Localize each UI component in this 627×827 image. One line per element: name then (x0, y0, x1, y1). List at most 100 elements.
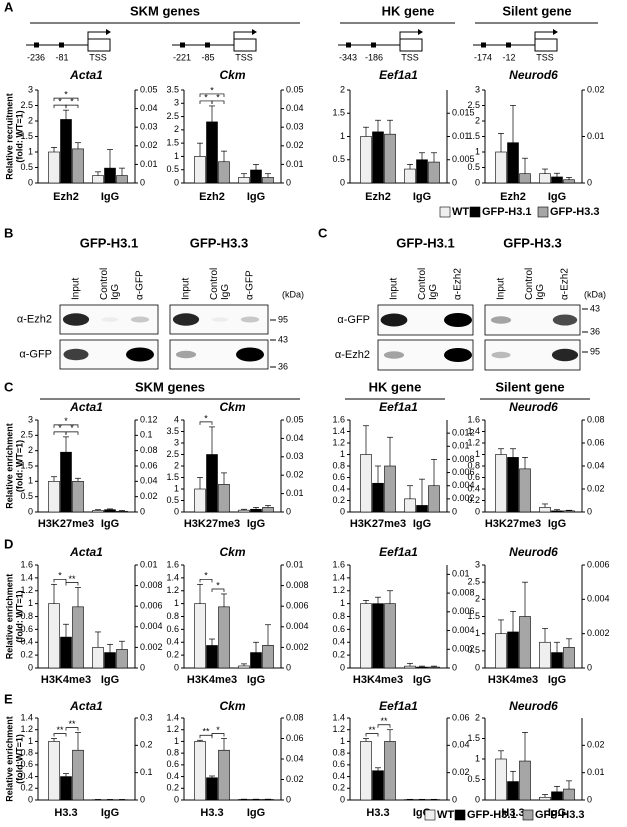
lane-label: Input (496, 278, 507, 300)
lane-label: α-Ezh2 (453, 268, 464, 300)
y-tick-label: 0.5 (20, 491, 33, 501)
bar (372, 603, 384, 669)
y-tick-label: 1.4 (20, 572, 33, 582)
primer-label: -85 (201, 52, 214, 62)
y-tick-label: 1.4 (332, 712, 345, 722)
y-tick-label: 1.2 (332, 585, 345, 595)
y-tick-label: 2 (475, 594, 480, 604)
y-tick-label: 1.4 (332, 572, 345, 582)
y2-tick-label: 0.04 (286, 753, 304, 763)
y2-tick-label: 0 (286, 794, 291, 804)
y-tick-label: 3 (475, 559, 480, 569)
y2-tick-label: 0.02 (587, 483, 605, 493)
y2-tick-label: 0.006 (286, 601, 309, 611)
bar (563, 647, 575, 669)
category-label: IgG (413, 518, 431, 530)
tss-arrow (87, 31, 106, 39)
y2-tick-label: 0.005 (452, 154, 475, 164)
y2-tick-label: 0.01 (452, 569, 470, 579)
significance-label: * (216, 580, 220, 590)
bar (60, 636, 72, 669)
y-tick-label: 1 (174, 598, 179, 608)
antibody-label: α-Ezh2 (17, 313, 52, 325)
lane-label: Control (524, 268, 535, 300)
y2-tick-label: 0 (587, 177, 592, 187)
y-tick-label: 0 (174, 662, 179, 672)
y-tick-label: 0.6 (332, 472, 345, 482)
bar (360, 603, 372, 669)
y-tick-label: 0.5 (20, 162, 33, 172)
tss-arrowhead (553, 29, 558, 35)
legend-swatch (469, 206, 481, 218)
lane-label: α-Ezh2 (560, 268, 571, 300)
lane-label: Control (99, 268, 110, 300)
significance-label: * (216, 725, 220, 735)
y-tick-label: 1 (174, 736, 179, 746)
primer-label: -186 (365, 52, 383, 62)
panel-label: A (4, 0, 14, 14)
bar (250, 508, 262, 513)
y-tick-label: 0 (475, 662, 480, 672)
bar (238, 799, 250, 801)
chart-title: Acta1 (69, 68, 103, 82)
category-label: H3.3 (366, 807, 389, 819)
bar (206, 121, 218, 184)
y-axis-label: Relative enrichment (4, 423, 14, 509)
blot-band (62, 313, 90, 326)
bar (48, 603, 60, 669)
y-tick-label: 1.2 (166, 724, 179, 734)
y2-tick-label: 0.004 (452, 480, 475, 490)
marker-unit: (kDa) (584, 289, 606, 299)
primer-label: -81 (55, 52, 68, 62)
bar (262, 645, 274, 669)
significance-label: * (58, 423, 62, 433)
significance-bracket (65, 582, 79, 586)
y2-tick-label: 0.05 (140, 84, 158, 94)
y-tick-label: 1.5 (332, 108, 345, 118)
blot-band (551, 348, 579, 362)
category-label: IgG (101, 518, 119, 530)
y2-tick-label: 0.002 (140, 642, 163, 652)
y-tick-label: 1 (28, 598, 33, 608)
y-tick-label: 4 (174, 414, 179, 424)
marker-label: 36 (278, 361, 288, 371)
y-tick-label: 1 (340, 598, 345, 608)
blot-band (491, 351, 511, 359)
y-tick-label: 0.5 (332, 154, 345, 164)
significance-bracket (377, 724, 391, 728)
y2-tick-label: 0.008 (452, 587, 475, 597)
y2-tick-label: 0.012 (452, 428, 475, 438)
y-axis-label: Relative enrichment (4, 716, 14, 802)
bar (495, 758, 507, 801)
bar (92, 510, 104, 513)
antibody-label: α-Ezh2 (335, 349, 370, 361)
y-tick-label: 1.5 (467, 131, 480, 141)
bar (194, 156, 206, 184)
group-label: GFP-H3.3 (190, 235, 249, 250)
category-label: H3K27me3 (184, 518, 240, 530)
bar (206, 454, 218, 513)
y2-tick-label: 0.04 (587, 460, 605, 470)
category-label: H3K4me3 (353, 674, 403, 686)
y-tick-label: 0 (340, 506, 345, 516)
category-label: IgG (101, 674, 119, 686)
y-tick-label: 2 (340, 84, 345, 94)
y-tick-label: 2 (174, 460, 179, 470)
significance-label: * (204, 413, 208, 423)
y2-tick-label: 0 (140, 177, 145, 187)
y2-tick-label: 0.03 (286, 451, 304, 461)
y-tick-label: 1.5 (467, 611, 480, 621)
bar (218, 484, 230, 513)
category-label: IgG (101, 191, 119, 203)
y-axis-label: (fold: WT=1) (14, 590, 24, 642)
y2-tick-label: 0.02 (140, 491, 158, 501)
category-label: H3K4me3 (187, 674, 237, 686)
y-tick-label: 1.2 (20, 724, 33, 734)
y2-tick-label: 0.002 (452, 644, 475, 654)
chart-title: Neurod6 (509, 400, 558, 414)
y2-tick-label: 0.08 (140, 445, 158, 455)
y-tick-label: 0.2 (332, 650, 345, 660)
y-tick-label: 1.4 (166, 572, 179, 582)
y2-tick-label: 0.12 (140, 414, 158, 424)
